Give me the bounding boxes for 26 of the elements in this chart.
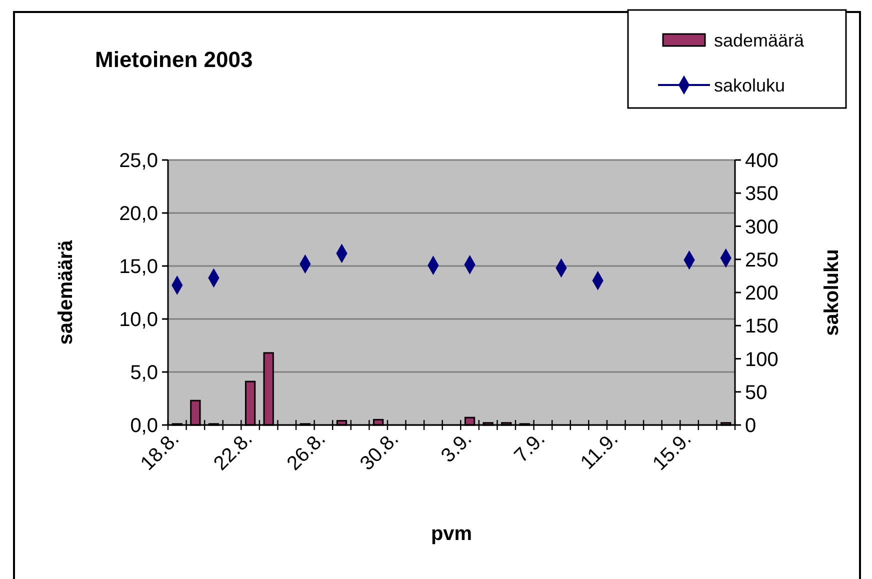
y-tick-label: 10,0 (119, 309, 158, 331)
x-tick-label: 30.8. (356, 428, 404, 475)
y2-tick-label: 0 (745, 415, 756, 437)
y-tick-label: 15,0 (119, 256, 158, 278)
y2-tick-label: 400 (745, 150, 778, 172)
y-tick-label: 25,0 (119, 150, 158, 172)
y2-axis-title: sakoluku (821, 249, 843, 336)
y2-tick-label: 300 (745, 216, 778, 238)
x-tick-label: 11.9. (576, 428, 623, 474)
y2-tick-label: 250 (745, 249, 778, 272)
y2-tick-label: 200 (745, 282, 778, 304)
y2-tick-label: 50 (745, 382, 768, 404)
x-tick-label: 15.9. (648, 428, 696, 475)
x-axis-title: pvm (430, 523, 472, 545)
y2-tick-label: 150 (745, 316, 778, 338)
legend-label: sademäärä (714, 30, 806, 50)
x-tick-label: 7.9. (510, 428, 550, 468)
y2-tick-label: 350 (745, 183, 778, 206)
y-tick-label: 20,0 (119, 203, 158, 225)
y-axis-title: sademäärä (55, 239, 77, 345)
y-tick-label: 5,0 (130, 362, 158, 384)
legend-label: sakoluku (714, 75, 786, 96)
y-tick-label: 0,0 (130, 415, 158, 437)
x-tick-label: 3.9. (437, 428, 476, 468)
chart-title: Mietoinen 2003 (95, 47, 253, 72)
y2-tick-label: 100 (745, 348, 778, 371)
